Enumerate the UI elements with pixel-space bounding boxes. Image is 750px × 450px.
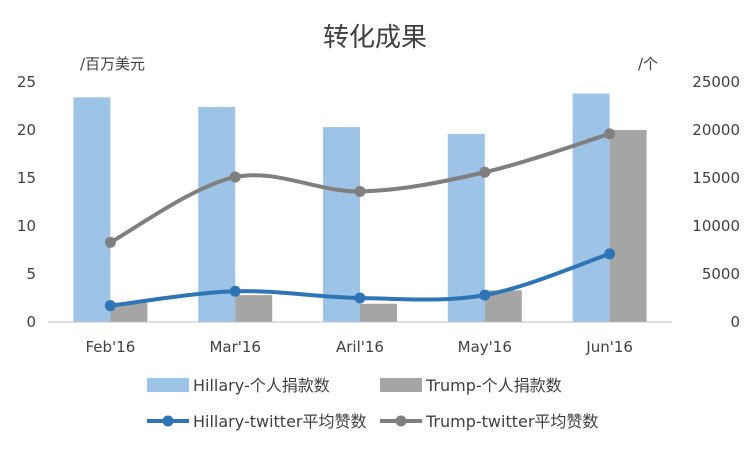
legend-item: Hillary-twitter平均赞数	[147, 412, 367, 431]
right-tick-label: 5000	[702, 265, 740, 283]
legend-label: Hillary-个人捐款数	[193, 376, 330, 395]
right-axis: 0 5000 10000 15000 20000 25000	[692, 73, 740, 331]
right-axis-unit-label: /个	[638, 55, 658, 73]
left-tick-label: 5	[26, 265, 36, 283]
hillary-donation-bar	[447, 133, 485, 322]
left-tick-label: 0	[26, 313, 36, 331]
x-tick-label: Jun'16	[585, 338, 633, 356]
legend-item: Trump-个人捐款数	[380, 376, 562, 395]
right-tick-label: 25000	[692, 73, 740, 91]
right-tick-label: 15000	[692, 169, 740, 187]
left-axis-unit-label: /百万美元	[80, 55, 145, 73]
right-tick-label: 20000	[692, 121, 740, 139]
lines	[104, 128, 616, 312]
hillary-donation-bar	[198, 106, 236, 323]
x-tick-label: Aril'16	[336, 338, 384, 356]
left-tick-label: 15	[17, 169, 36, 187]
x-tick-label: Feb'16	[86, 338, 136, 356]
trump-donation-bar	[360, 303, 397, 322]
bars	[73, 93, 647, 323]
trump-likes-point	[354, 185, 366, 197]
legend-marker	[395, 415, 407, 427]
legend-marker	[162, 415, 174, 427]
hillary-likes-point	[104, 300, 116, 312]
left-tick-label: 10	[17, 217, 36, 235]
x-tick-label: Mar'16	[209, 338, 261, 356]
legend-item: Trump-twitter平均赞数	[380, 412, 598, 431]
left-axis: 0 5 10 15 20 25	[17, 73, 36, 331]
trump-likes-point	[104, 236, 116, 248]
hillary-donation-bar	[572, 93, 610, 323]
left-tick-label: 25	[17, 73, 36, 91]
legend-swatch	[380, 378, 422, 392]
trump-likes-point	[229, 171, 241, 183]
hillary-likes-point	[479, 289, 491, 301]
hillary-donation-bar	[73, 97, 111, 322]
x-tick-label: May'16	[458, 338, 512, 356]
trump-donation-bar	[609, 130, 647, 322]
x-axis: Feb'16 Mar'16 Aril'16 May'16 Jun'16	[86, 338, 633, 356]
hillary-donation-bar	[323, 127, 360, 323]
legend-label: Hillary-twitter平均赞数	[193, 412, 367, 431]
right-tick-label: 0	[730, 313, 740, 331]
trump-donation-bar	[110, 302, 148, 322]
legend-item: Hillary-个人捐款数	[147, 376, 330, 395]
hillary-likes-point	[354, 292, 366, 304]
legend: Hillary-个人捐款数 Trump-个人捐款数 Hillary-twitter平…	[147, 376, 598, 431]
right-tick-label: 10000	[692, 217, 740, 235]
left-tick-label: 20	[17, 121, 36, 139]
hillary-likes-point	[604, 248, 616, 260]
legend-swatch	[147, 378, 189, 392]
trump-donation-bar	[235, 295, 273, 322]
trump-likes-point	[604, 128, 616, 140]
legend-label: Trump-个人捐款数	[425, 376, 562, 395]
trump-likes-point	[479, 166, 491, 178]
chart-title: 转化成果	[323, 23, 427, 53]
hillary-likes-point	[229, 285, 241, 297]
legend-label: Trump-twitter平均赞数	[425, 412, 598, 431]
